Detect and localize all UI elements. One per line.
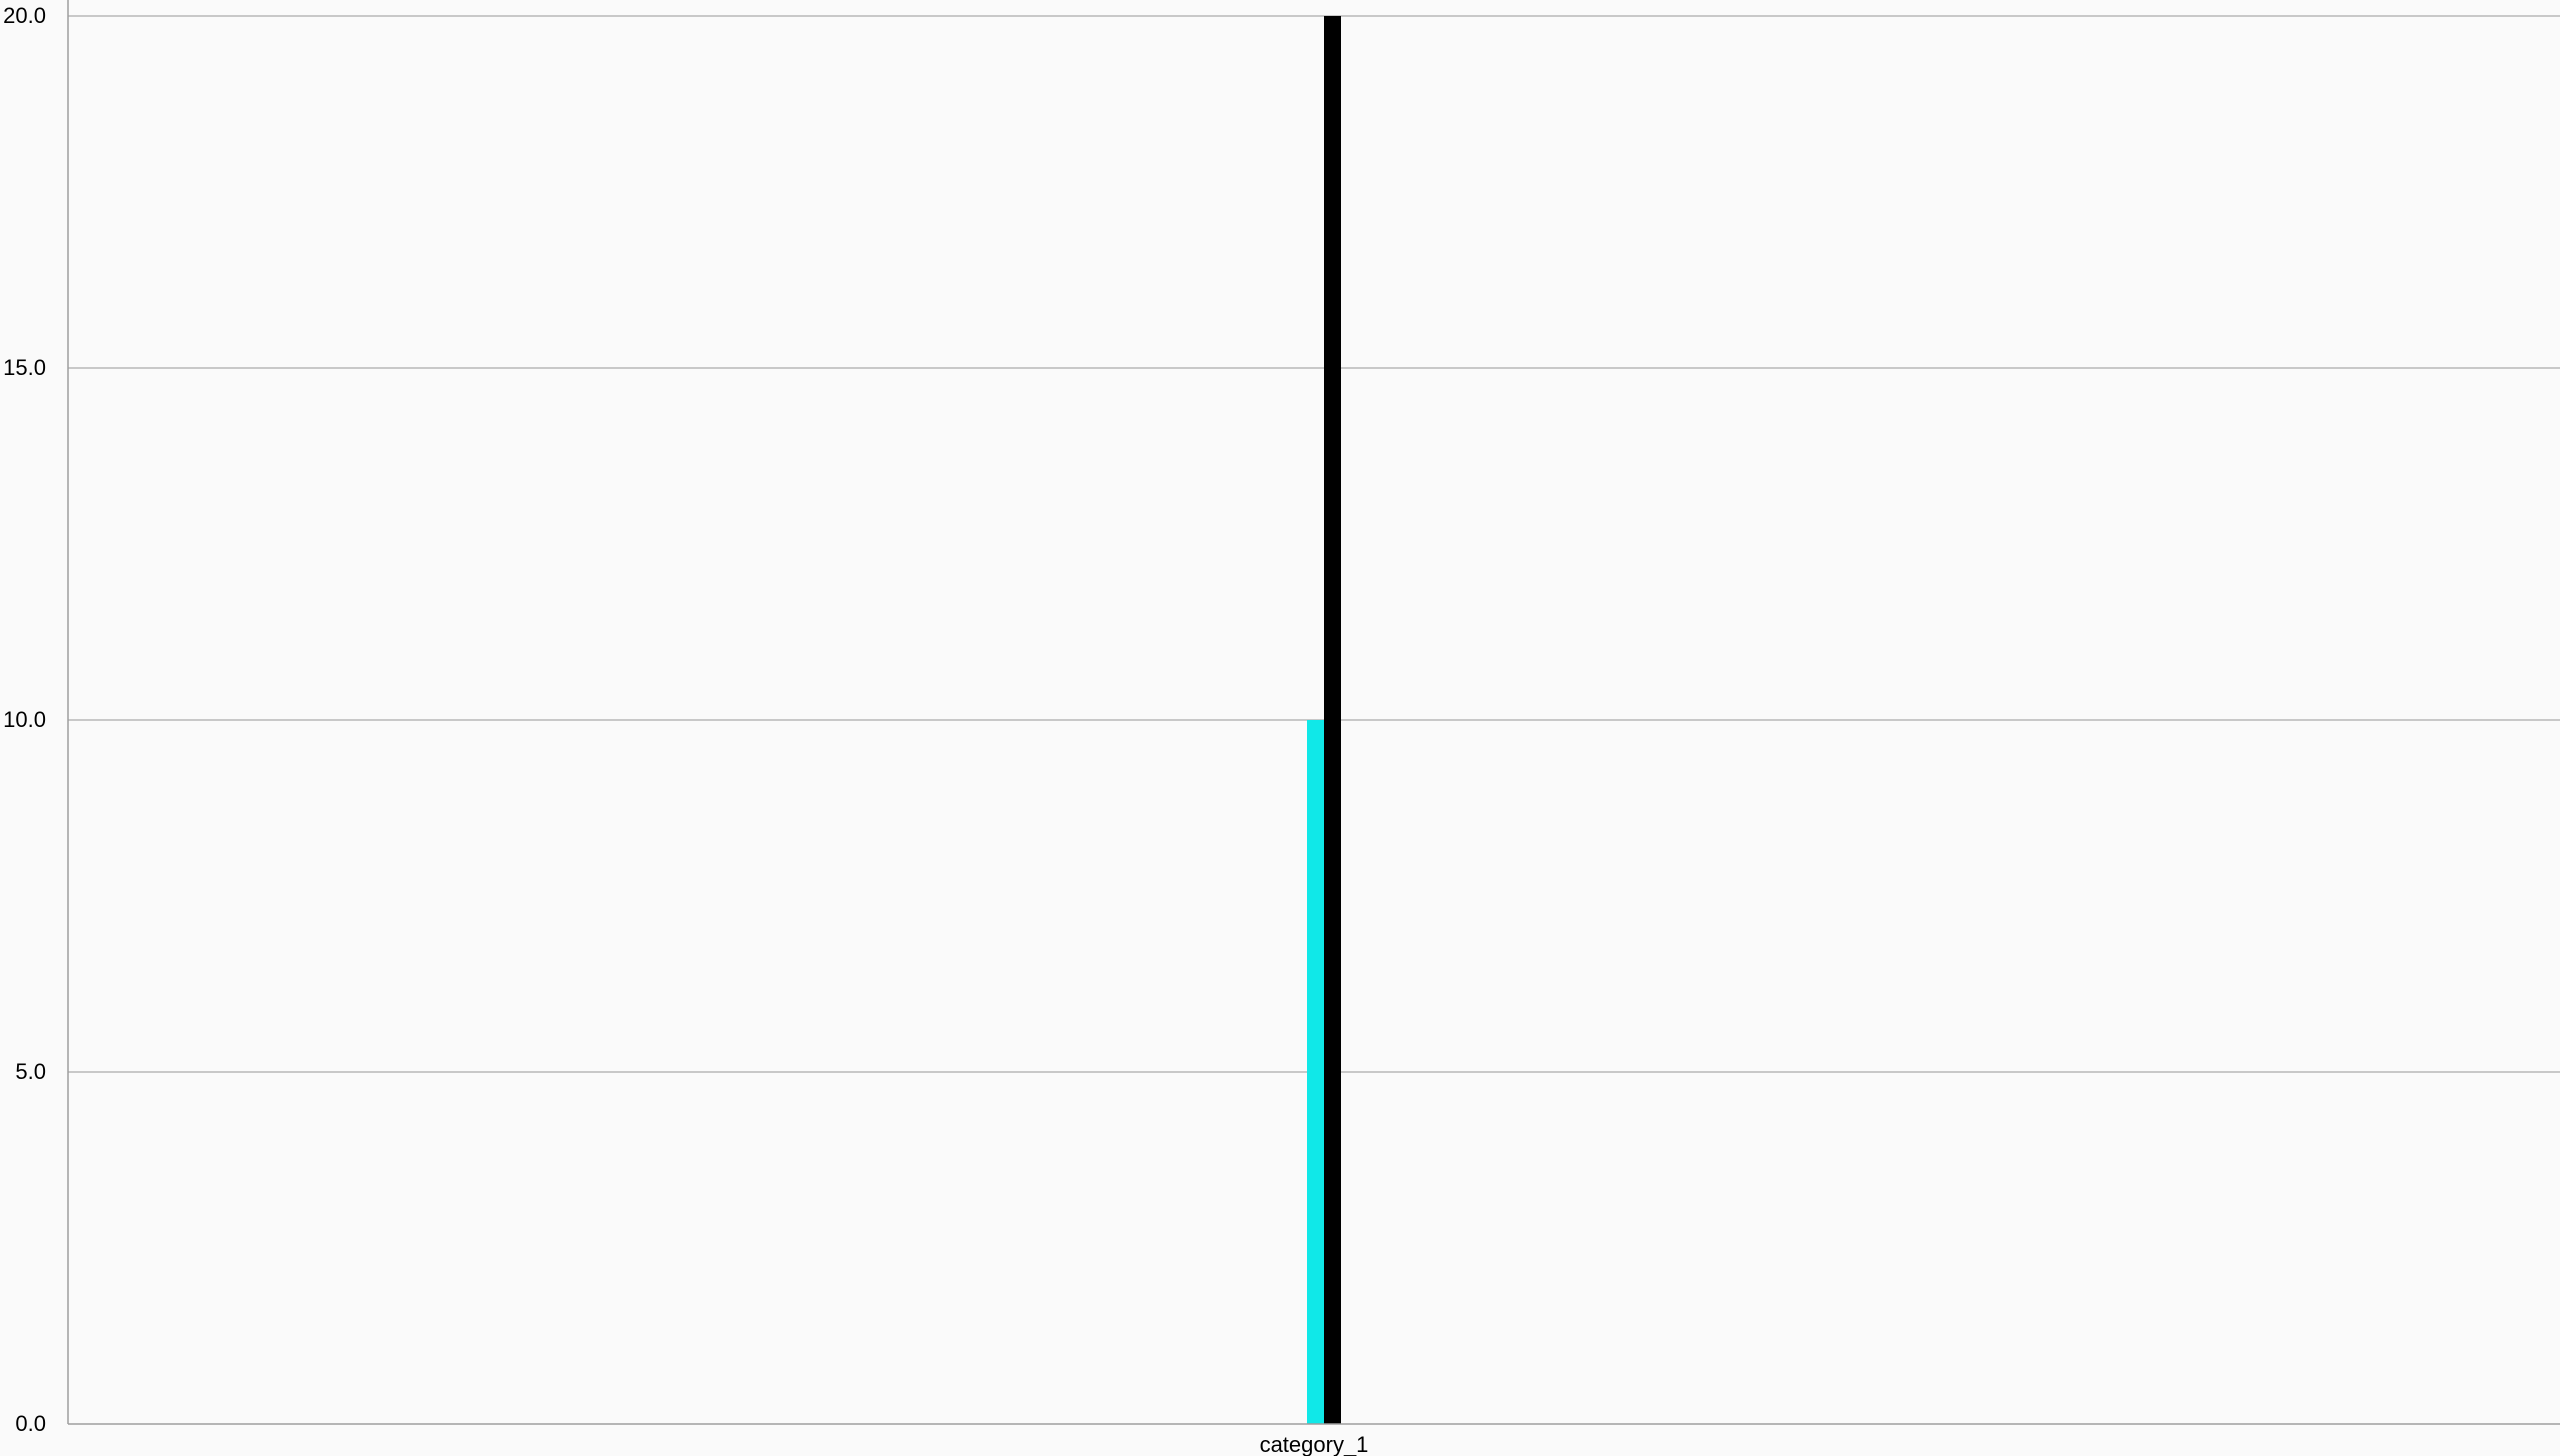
x-axis-tick-labels: category_1 — [1260, 1432, 1369, 1456]
y-tick-label: 5.0 — [15, 1059, 46, 1084]
bar-series-1-category_1 — [1307, 720, 1324, 1424]
bar-series-2-category_1 — [1324, 16, 1341, 1424]
x-tick-label: category_1 — [1260, 1432, 1369, 1456]
axes — [67, 0, 2560, 1425]
y-tick-label: 15.0 — [3, 355, 46, 380]
y-axis-tick-labels: 0.0 5.0 10.0 15.0 20.0 — [3, 3, 46, 1436]
y-tick-label: 0.0 — [15, 1411, 46, 1436]
y-tick-label: 20.0 — [3, 3, 46, 28]
bars — [1307, 16, 1341, 1424]
y-tick-label: 10.0 — [3, 707, 46, 732]
